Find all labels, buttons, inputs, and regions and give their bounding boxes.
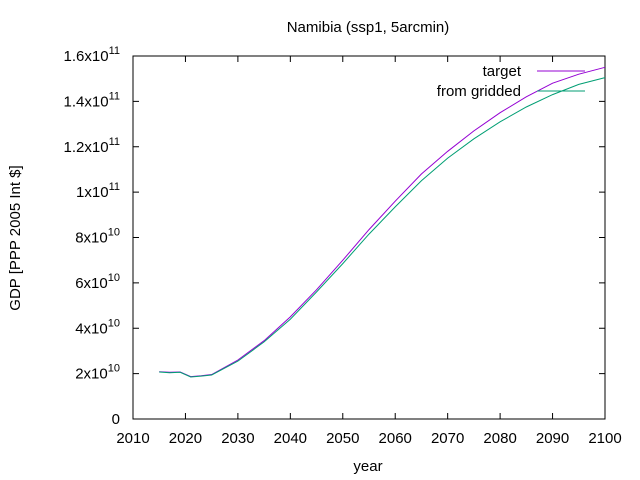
y-tick-mantissa: 6x10 (75, 275, 108, 292)
series-layer (159, 66, 606, 378)
y-tick-mantissa: 1x10 (76, 184, 109, 201)
y-axis-label: GDP [PPP 2005 Int $] (7, 165, 24, 310)
legend-label: from gridded (437, 83, 521, 100)
y-tick-label: 1x1011 (76, 181, 120, 201)
y-tick-label: 1.2x1011 (64, 136, 120, 156)
x-tick-label: 2100 (588, 430, 621, 447)
x-tick-label: 2090 (536, 430, 569, 447)
legend: target from gridded (437, 63, 585, 100)
y-tick-label: 1.6x1011 (64, 45, 120, 65)
y-tick-mantissa: 1.4x10 (64, 93, 109, 110)
y-tick-label: 2x1010 (75, 363, 120, 383)
y-tick-mantissa: 2x10 (75, 366, 108, 383)
y-tick-exponent: 10 (108, 227, 120, 239)
y-tick-label: 0 (112, 411, 120, 428)
y-tick-exponent: 10 (108, 272, 120, 284)
y-tick-label: 8x1010 (75, 227, 120, 247)
series-line-1 (159, 77, 606, 378)
legend-label: target (483, 63, 522, 80)
y-tick-exponent: 11 (109, 45, 120, 57)
x-tick-label: 2040 (274, 430, 307, 447)
y-tick-mantissa: 1.6x10 (64, 48, 109, 65)
y-tick-exponent: 10 (108, 317, 120, 329)
y-tick-exponent: 11 (109, 181, 120, 193)
y-tick-label: 4x1010 (75, 317, 120, 337)
x-tick-label: 2010 (116, 430, 149, 447)
y-tick-mantissa: 4x10 (75, 320, 108, 337)
y-tick-mantissa: 1.2x10 (64, 139, 109, 156)
x-tick-label: 2030 (221, 430, 254, 447)
y-tick-label: 6x1010 (75, 272, 120, 292)
y-tick-label: 1.4x1011 (64, 90, 120, 110)
x-tick-label: 2070 (431, 430, 464, 447)
x-axis-label: year (353, 458, 382, 475)
y-tick-exponent: 10 (108, 363, 120, 375)
chart-title: Namibia (ssp1, 5arcmin) (287, 19, 450, 36)
x-tick-label: 2050 (326, 430, 359, 447)
x-tick-label: 2020 (169, 430, 202, 447)
x-tick-label: 2060 (379, 430, 412, 447)
x-axis: 2010 2020 2030 2040 2050 2060 2070 2080 2090 2100 (116, 56, 622, 447)
x-tick-label: 2080 (483, 430, 516, 447)
y-tick-exponent: 11 (109, 136, 120, 148)
y-tick-mantissa: 0 (112, 411, 120, 428)
y-axis: 02x10104x10106x10108x10101x10111.2x10111… (64, 45, 605, 428)
plot-frame (132, 55, 606, 420)
y-tick-exponent: 11 (109, 90, 120, 102)
y-tick-mantissa: 8x10 (75, 230, 108, 247)
series-line-0 (159, 66, 606, 378)
